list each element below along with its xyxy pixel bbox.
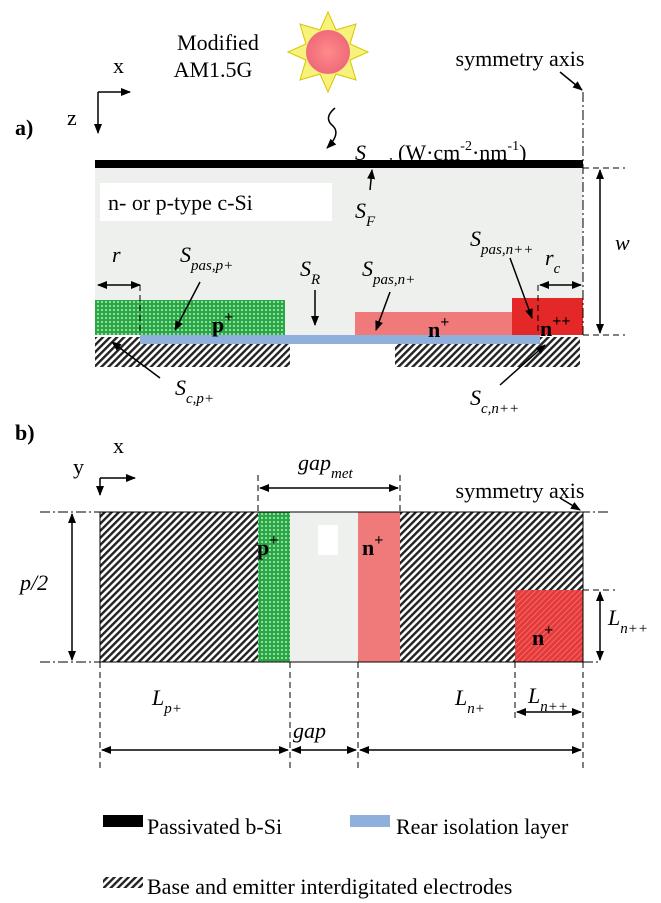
axis-label: y xyxy=(73,454,84,479)
label-base: L xyxy=(151,685,164,710)
label: n++ xyxy=(540,313,570,341)
label-base: S xyxy=(470,385,481,410)
axis-label: x xyxy=(113,433,124,458)
axis-label: z xyxy=(67,105,77,130)
label: p+ xyxy=(212,309,233,337)
label-superscript: + xyxy=(544,622,553,639)
label: Spas,n++ xyxy=(470,226,533,258)
legend-label: Rear isolation layer xyxy=(396,814,569,839)
legend-label: Base and emitter interdigitated electrod… xyxy=(147,874,512,899)
label-superscript: + xyxy=(269,532,278,549)
label: p+ xyxy=(257,532,278,560)
label-subscript: pas,n++ xyxy=(480,242,533,258)
label: Ln+ xyxy=(454,685,485,717)
panel-a-shapes xyxy=(94,10,625,386)
label-superscript: ++ xyxy=(552,313,570,330)
legend-label: Passivated b-Si xyxy=(147,814,282,839)
panel-label: a) xyxy=(15,115,33,140)
source-label: Modified xyxy=(177,30,259,55)
label: Lp+ xyxy=(151,685,182,717)
label-base: S xyxy=(470,226,481,251)
label-subscript: n++ xyxy=(540,699,568,715)
label-superscript: + xyxy=(374,532,383,549)
illumination-units: (W·cm-2·nm-1) xyxy=(398,139,526,165)
label-base: p xyxy=(257,535,269,560)
label: n+ xyxy=(428,314,449,342)
label: SF xyxy=(355,198,376,230)
label-subscript: c,n++ xyxy=(481,401,519,417)
label-subscript: met xyxy=(331,466,353,482)
label-base: n xyxy=(532,625,544,650)
label-subscript: pas,n+ xyxy=(372,272,415,288)
label-base: p xyxy=(212,312,224,337)
label: Spas,p+ xyxy=(180,242,233,274)
label-superscript: + xyxy=(440,314,449,331)
label-subscript: R xyxy=(310,272,320,288)
label-base: S xyxy=(175,375,186,400)
label: SR xyxy=(300,256,320,288)
label: gapmet xyxy=(298,450,353,482)
label-subscript: p+ xyxy=(163,701,182,717)
label-base: L xyxy=(607,605,620,630)
label-subscript: n+ xyxy=(467,701,485,717)
illumination-label: Smod xyxy=(355,140,392,172)
thickness-label: w xyxy=(615,230,630,255)
label-base: L xyxy=(527,683,540,708)
label-subscript: mod xyxy=(366,156,392,172)
label: n+ xyxy=(362,532,383,560)
label-base: S xyxy=(362,256,373,281)
units-part: -2 xyxy=(460,139,472,154)
units-part: -1 xyxy=(507,139,519,154)
label-superscript: + xyxy=(224,309,233,326)
label-base: n xyxy=(428,317,440,342)
label-base: S xyxy=(355,140,366,165)
units-part: ) xyxy=(519,140,526,165)
legend-swatches xyxy=(103,815,390,888)
label-base: n xyxy=(540,316,552,341)
source-label: AM1.5G xyxy=(174,57,253,82)
label: Spas,n+ xyxy=(362,256,415,288)
label-subscript: F xyxy=(365,214,376,230)
label-base: S xyxy=(355,198,366,223)
symmetry-label: symmetry axis xyxy=(456,478,585,503)
label-base: S xyxy=(300,256,311,281)
dimension-label: r xyxy=(112,242,121,267)
label-subscript: pas,p+ xyxy=(190,258,233,274)
units-part: ·nm xyxy=(472,140,507,165)
panel-label: b) xyxy=(15,420,35,445)
label-subscript: c xyxy=(554,261,561,277)
label-base: gap xyxy=(298,450,331,475)
label: Ln++ xyxy=(527,683,568,715)
label-base: r xyxy=(545,245,554,270)
bulk-label: n- or p-type c-Si xyxy=(108,190,253,215)
label-base: L xyxy=(454,685,467,710)
label-subscript: c,p+ xyxy=(186,391,214,407)
units-part: (W·cm xyxy=(398,140,460,165)
dimension-label: gap xyxy=(293,718,326,743)
symmetry-label: symmetry axis xyxy=(456,46,585,71)
label-base: n xyxy=(362,535,374,560)
label: rc xyxy=(545,245,561,277)
axis-label: x xyxy=(113,53,124,78)
label: Ln++ xyxy=(607,605,648,637)
label: Sc,p+ xyxy=(175,375,214,407)
label: Sc,n++ xyxy=(470,385,519,417)
panel-b-shapes xyxy=(40,474,615,770)
label-subscript: n++ xyxy=(620,621,648,637)
label: n+ xyxy=(532,622,553,650)
label-base: S xyxy=(180,242,191,267)
dimension-label: p/2 xyxy=(18,570,48,595)
